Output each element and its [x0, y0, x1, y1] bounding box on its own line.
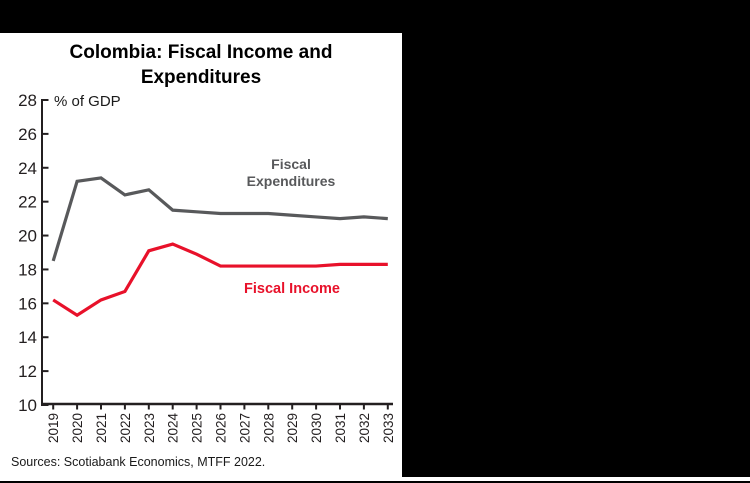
- x-axis-tick-label: 2029: [285, 413, 300, 443]
- x-axis-tick-label: 2027: [237, 413, 252, 443]
- x-axis-tick-label: 2025: [190, 413, 205, 443]
- x-axis-tick-label: 2019: [46, 413, 61, 443]
- y-axis-tick-label: 10: [18, 396, 37, 415]
- y-axis-tick-label: 26: [18, 125, 37, 144]
- x-axis-tick-label: 2030: [309, 413, 324, 443]
- x-axis-tick-label: 2023: [142, 413, 157, 443]
- x-axis-tick-label: 2031: [333, 413, 348, 443]
- y-axis-tick-label: 14: [18, 328, 37, 347]
- page-edge-strip: [0, 477, 750, 481]
- source-note: Sources: Scotiabank Economics, MTFF 2022…: [11, 455, 266, 469]
- x-axis-tick-label: 2032: [357, 413, 372, 443]
- series-label-income: Fiscal Income: [244, 281, 340, 297]
- y-axis-tick-label: 12: [18, 362, 37, 381]
- y-axis-tick-label: 28: [18, 91, 37, 110]
- y-axis-tick-label: 20: [18, 227, 37, 246]
- y-axis-tick-label: 18: [18, 260, 37, 279]
- x-axis-tick-label: 2033: [381, 413, 396, 443]
- x-axis-tick-label: 2022: [118, 413, 133, 443]
- series-label-expenditures: Fiscal Expenditures: [246, 156, 336, 189]
- y-axis-tick-label: 22: [18, 193, 37, 212]
- series-line-fiscal-income: [52, 242, 388, 318]
- chart-title: Colombia: Fiscal Income and Expenditures: [69, 42, 333, 88]
- x-axis-tick-label: 2020: [70, 413, 85, 443]
- y-axis-tick-label: 24: [18, 159, 37, 178]
- x-axis-tick-label: 2028: [261, 413, 276, 443]
- x-axis-tick-label: 2026: [214, 413, 229, 443]
- x-axis-tick-label: 2024: [166, 413, 181, 444]
- y-axis-unit-label: % of GDP: [54, 93, 121, 110]
- x-axis-tick-label: 2021: [94, 413, 109, 443]
- series-line-fiscal-expenditures: [51, 176, 388, 262]
- y-axis-tick-label: 16: [18, 294, 37, 313]
